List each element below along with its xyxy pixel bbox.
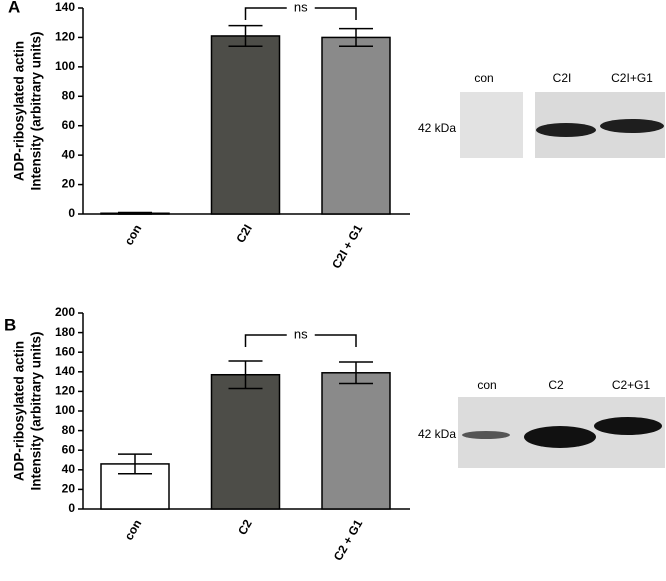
panel-label: B [4,315,16,334]
blot-lane-label: con [474,71,493,85]
blot-marker: 42 kDa [418,121,456,135]
x-tick-label: con [122,222,145,247]
blot-band [462,431,510,439]
y-axis-label: ADP-ribosylated actin [12,341,27,481]
blot-lane-label: C2I+G1 [611,71,653,85]
x-tick-label: C2I + G1 [329,222,365,271]
y-tick-label: 80 [62,88,76,102]
blot-band [524,426,596,448]
y-axis-label: ADP-ribosylated actin [12,41,27,181]
significance-bracket [244,334,357,347]
y-tick-label: 20 [62,482,76,496]
y-axis-label: Intensity (arbitrary units) [29,31,44,190]
y-tick-label: 140 [55,364,75,378]
bar [210,35,281,215]
y-tick-label: 20 [62,177,76,191]
x-tick-label: C2 + G1 [331,517,366,563]
y-tick-label: 100 [55,403,75,417]
bar [210,373,281,510]
y-tick-label: 40 [62,147,76,161]
annotation: ns [294,0,308,14]
blot-lane-label: C2+G1 [612,378,651,392]
bar [321,372,391,510]
significance-bracket [244,7,357,20]
blot-band [594,417,662,435]
y-tick-label: 40 [62,462,76,476]
panel-label: A [8,0,20,16]
y-axis-label: Intensity (arbitrary units) [29,331,44,490]
y-tick-label: 200 [55,305,75,319]
y-tick-label: 60 [62,442,76,456]
blot-b: con C2 C2+G1 42 kDa [418,378,665,468]
y-tick-label: 0 [68,206,75,220]
annotation: ns [294,326,308,341]
blot-lane-box [460,92,523,158]
y-tick-label: 80 [62,423,76,437]
y-tick-label: 140 [55,0,75,14]
x-tick-label: C2 [235,517,255,538]
blot-lane-label: con [477,378,496,392]
blot-a: con C2I C2I+G1 42 kDa [418,71,665,158]
y-tick-label: 0 [68,501,75,515]
y-tick-label: 100 [55,59,75,73]
y-tick-label: 160 [55,344,75,358]
bar [321,36,391,215]
x-tick-label: con [122,517,145,542]
y-tick-label: 180 [55,325,75,339]
y-tick-label: 120 [55,384,75,398]
blot-marker: 42 kDa [418,427,456,441]
x-tick-label: C2I [233,222,254,245]
blot-lane-label: C2 [548,378,564,392]
blot-lane-label: C2I [553,71,572,85]
blot-band [536,123,596,137]
blot-band [600,119,664,133]
y-tick-label: 120 [55,30,75,44]
y-tick-label: 60 [62,118,76,132]
